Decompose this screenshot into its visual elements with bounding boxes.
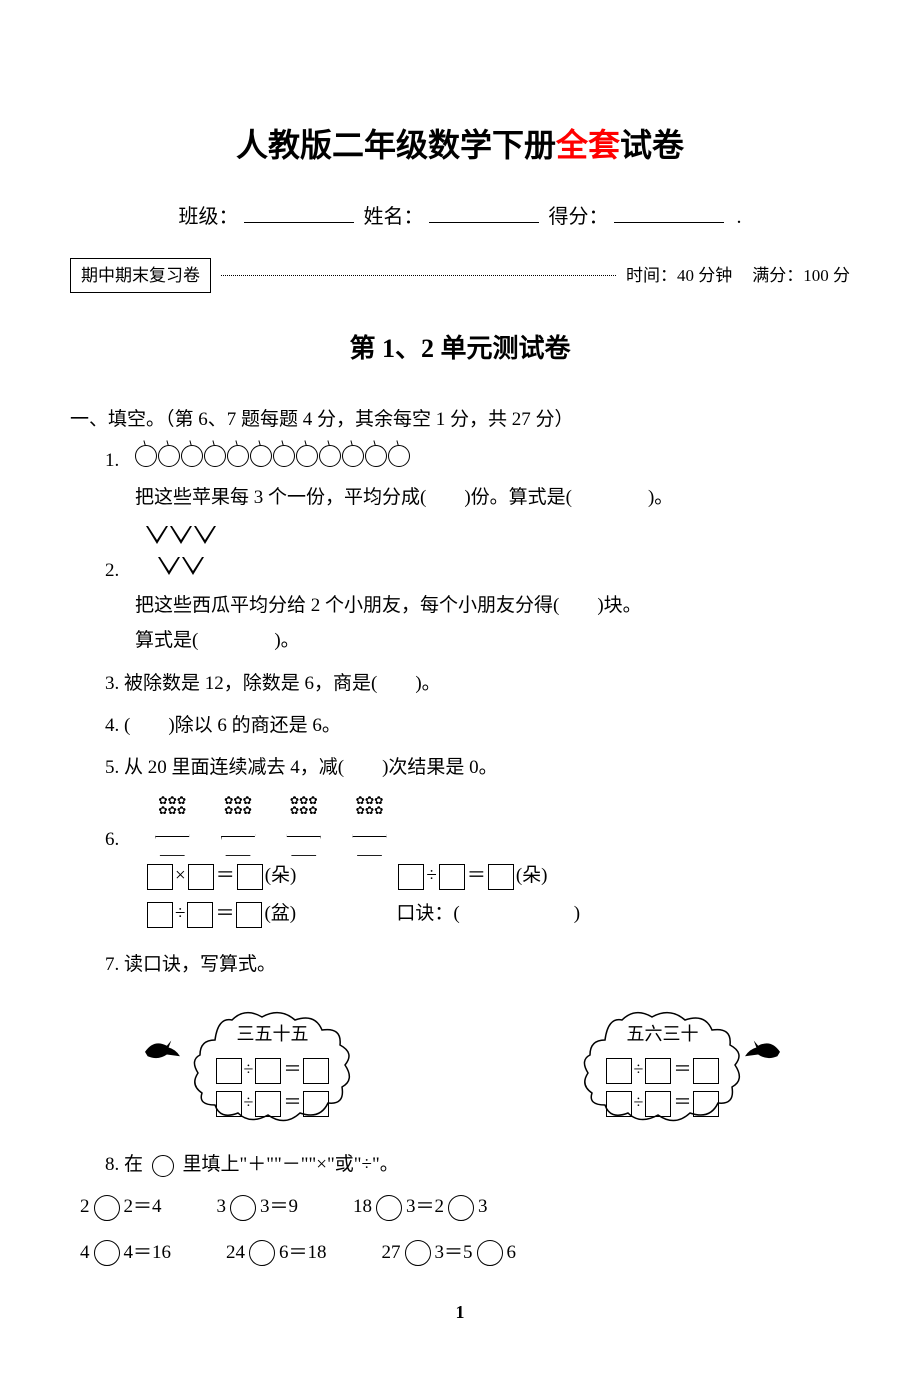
q1-text: 把这些苹果每 3 个一份，平均分成( )份。算式是( )。 [135,483,850,513]
cloud2-eq1: ÷＝ [595,1055,730,1084]
q8-item: 44＝16 [80,1238,171,1268]
cloud1-title: 三五十五 [205,1020,340,1049]
q8-item: 33＝9 [217,1192,299,1222]
class-blank[interactable] [244,222,354,223]
cloud2-eq2: ÷＝ [595,1088,730,1117]
cloud1-eq1: ÷＝ [205,1055,340,1084]
question-5: 5. 从 20 里面连续减去 4，减( )次结果是 0。 [105,753,850,783]
question-8-grid: 22＝4 33＝9 183＝23 44＝16 246＝18 273＝56 [80,1192,850,1268]
q8-item: 273＝56 [382,1238,517,1268]
q2-text2: 算式是( )。 [135,626,850,656]
q6-eq1: ×＝(朵) [145,861,296,891]
score-blank[interactable] [614,222,724,223]
cloud1-eq2: ÷＝ [205,1088,340,1117]
subtitle: 第 1、2 单元测试卷 [70,328,850,370]
cloud-2: 五六三十 ÷＝ ÷＝ [525,995,785,1135]
question-6: 6. ✿✿✿✿✿✿ ✿✿✿✿✿✿ ✿✿✿✿✿✿ ✿✿✿✿✿✿ ×＝(朵) ÷＝(… [105,796,850,938]
tag-line: 期中期末复习卷 时间：40 分钟 满分：100 分 [70,258,850,293]
class-label: 班级： [179,206,239,228]
title-suffix: 试卷 [620,127,684,163]
q6-eq2: ÷＝(朵) [396,861,580,891]
score-label: 得分： [549,206,609,228]
bird-right-icon [740,1030,785,1065]
watermelon-icons [145,525,217,586]
cloud2-title: 五六三十 [595,1020,730,1049]
question-3: 3. 被除数是 12，除数是 6，商是( )。 [105,669,850,699]
dotted-line [221,275,616,276]
q8-item: 183＝23 [353,1192,488,1222]
bird-left-icon [140,1030,185,1065]
circle-icon [152,1155,174,1177]
full-score-label: 满分：100 分 [752,262,850,289]
name-blank[interactable] [429,222,539,223]
question-8-header: 8. 在 里填上"＋""－""×"或"÷"。 [105,1150,850,1180]
question-2: 2. 把这些西瓜平均分给 2 个小朋友，每个小朋友分得( )块。 算式是( )。 [105,525,850,657]
question-7-header: 7. 读口诀，写算式。 [105,950,850,980]
question-4: 4. ( )除以 6 的商还是 6。 [105,711,850,741]
q6-koujue: 口诀：( ) [396,899,580,929]
flowerpot-icons: ✿✿✿✿✿✿ ✿✿✿✿✿✿ ✿✿✿✿✿✿ ✿✿✿✿✿✿ [145,829,403,850]
q8-item: 22＝4 [80,1192,162,1222]
name-label: 姓名： [364,206,424,228]
q8-item: 246＝18 [226,1238,327,1268]
tag-box: 期中期末复习卷 [70,258,211,293]
title-prefix: 人教版二年级数学下册 [236,127,556,163]
apple-icons [135,445,411,477]
main-title: 人教版二年级数学下册全套试卷 [70,120,850,171]
page-number: 1 [70,1298,850,1327]
section-header: 一、填空。（第 6、7 题每题 4 分，其余每空 1 分，共 27 分） [70,405,850,435]
cloud-1: 三五十五 ÷＝ ÷＝ [135,995,395,1135]
question-1: 1. 把这些苹果每 3 个一份，平均分成( )份。算式是( )。 [105,445,850,513]
cloud-section: 三五十五 ÷＝ ÷＝ 五六三十 ÷＝ ÷＝ [70,995,850,1135]
title-highlight: 全套 [556,127,620,163]
q6-eq3: ÷＝(盆) [145,899,296,929]
info-line: 班级： 姓名： 得分：. [70,201,850,233]
q2-text1: 把这些西瓜平均分给 2 个小朋友，每个小朋友分得( )块。 [135,591,850,621]
time-label: 时间：40 分钟 [626,262,732,289]
